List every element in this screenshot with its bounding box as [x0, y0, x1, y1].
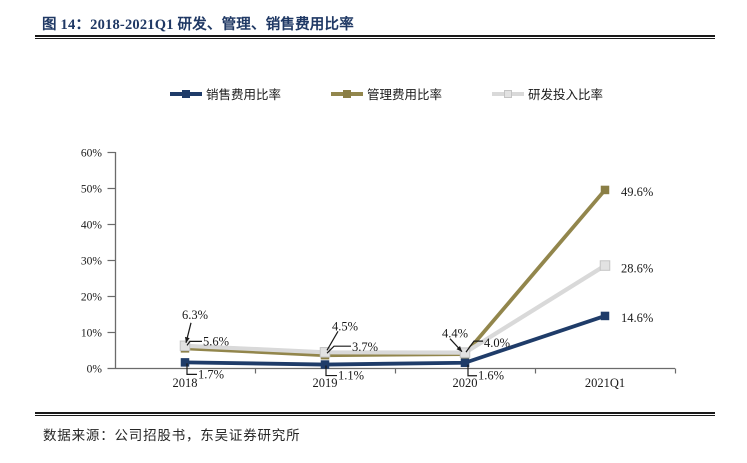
svg-text:2021Q1: 2021Q1: [585, 376, 625, 390]
svg-text:60%: 60%: [81, 148, 103, 160]
expense-ratio-line-chart: 0% 10% 20% 30% 40% 50% 60% 2018 2019 2020 2021Q1 1.…: [81, 148, 677, 390]
svg-text:30%: 30%: [81, 256, 103, 268]
legend-item-management-ratio: 管理费用比率: [330, 84, 442, 103]
svg-text:4.5%: 4.5%: [332, 319, 358, 333]
svg-text:4.0%: 4.0%: [484, 336, 510, 350]
svg-text:10%: 10%: [81, 328, 103, 340]
svg-text:6.3%: 6.3%: [182, 308, 208, 322]
figure-title: 图 14：2018-2021Q1 研发、管理、销售费用比率: [42, 17, 354, 33]
data-source: 数据来源：公司招股书，东吴证券研究所: [43, 428, 301, 443]
legend-label-sales: 销售费用比率: [205, 88, 281, 102]
svg-text:2020: 2020: [453, 376, 478, 390]
svg-text:50%: 50%: [81, 184, 103, 196]
footer-rule: [35, 412, 715, 416]
svg-text:20%: 20%: [81, 292, 103, 304]
svg-text:2019: 2019: [313, 376, 338, 390]
legend-item-rd-ratio: 研发投入比率: [492, 84, 603, 103]
legend-item-sales-ratio: 销售费用比率: [169, 84, 281, 103]
chart-legend: 销售费用比率 管理费用比率 研发投入比率: [0, 84, 747, 103]
svg-text:1.6%: 1.6%: [478, 369, 504, 383]
svg-text:40%: 40%: [81, 220, 103, 232]
legend-label-rd: 研发投入比率: [528, 88, 604, 102]
svg-text:1.7%: 1.7%: [198, 367, 224, 381]
svg-text:4.4%: 4.4%: [442, 327, 468, 341]
sales-series-swatch-icon: [169, 89, 202, 99]
rd-series-swatch-icon: [492, 89, 524, 99]
svg-text:5.6%: 5.6%: [203, 334, 229, 348]
management-series-swatch-icon: [330, 89, 363, 99]
legend-label-management: 管理费用比率: [366, 88, 442, 102]
svg-text:1.1%: 1.1%: [338, 369, 364, 383]
svg-text:3.7%: 3.7%: [352, 340, 378, 354]
svg-text:49.6%: 49.6%: [621, 185, 653, 199]
svg-text:0%: 0%: [87, 364, 103, 376]
svg-text:2018: 2018: [173, 376, 198, 390]
header-rule: [35, 35, 715, 39]
svg-text:14.6%: 14.6%: [621, 311, 653, 325]
svg-text:28.6%: 28.6%: [621, 262, 653, 276]
